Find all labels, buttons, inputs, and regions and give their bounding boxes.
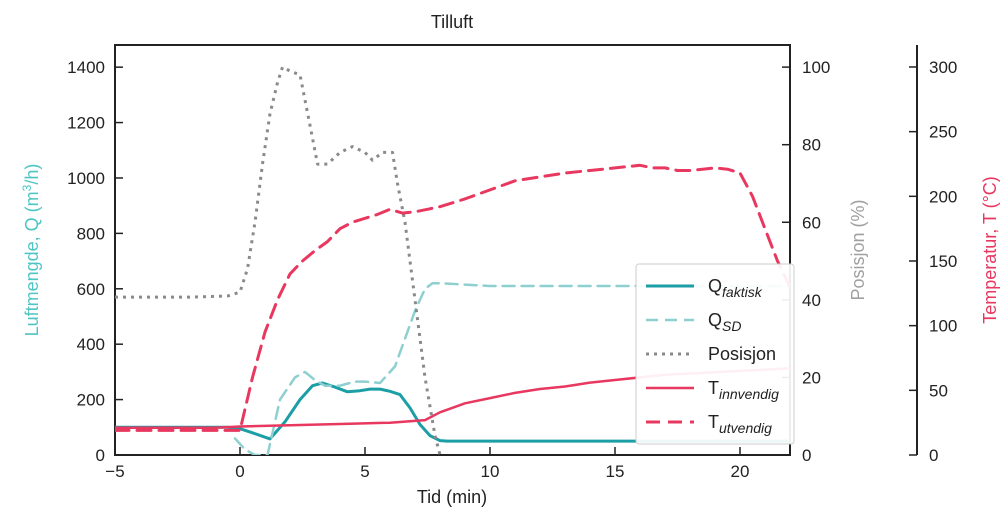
q-tick-label: 1200 [67, 114, 105, 133]
temperature-tick-label: 50 [929, 381, 948, 400]
position-tick-label: 20 [802, 368, 821, 387]
temperature-tick-label: 0 [929, 446, 938, 465]
q-tick-label: 0 [96, 446, 105, 465]
q-tick-label: 800 [77, 224, 105, 243]
chart-title: Tilluft [431, 12, 473, 32]
q-axis: 0 200 400 600 800 1000 1200 1400 [67, 58, 123, 465]
plot-area [114, 44, 791, 456]
x-tick-label: −5 [105, 462, 124, 481]
temperature-tick-label: 300 [929, 58, 957, 77]
temperature-tick-label: 250 [929, 123, 957, 142]
position-tick-label: 80 [802, 136, 821, 155]
temperature-axis-title: Temperatur, T (°C) [980, 176, 1000, 324]
q-tick-label: 1000 [67, 169, 105, 188]
position-tick-label: 60 [802, 213, 821, 232]
legend-label-q_faktisk: Qfaktisk [708, 276, 763, 300]
series-q_faktisk [115, 381, 790, 443]
position-axis: 0 20 40 60 80 100 [782, 58, 830, 465]
q-tick-label: 200 [77, 391, 105, 410]
x-tick-label: 0 [235, 462, 244, 481]
series-group [115, 65, 790, 455]
series-t_utvendig [115, 163, 790, 432]
legend-label-t_innvendig: Tinnvendig [708, 378, 779, 402]
temperature-tick-label: 200 [929, 187, 957, 206]
legend-box [635, 263, 795, 445]
position-tick-label: 40 [802, 291, 821, 310]
legend: Qfaktisk QSD Posisjon Tinnvendig Tutvendig [635, 263, 795, 445]
q-tick-label: 1400 [67, 58, 105, 77]
x-tick-label: 10 [481, 462, 500, 481]
q-tick-label: 600 [77, 280, 105, 299]
legend-label-t_utvendig: Tutvendig [708, 412, 772, 436]
q-tick-label: 400 [77, 335, 105, 354]
series-posisjon [115, 65, 442, 455]
x-axis-title: Tid (min) [417, 487, 487, 507]
legend-label-posisjon: Posisjon [708, 344, 776, 364]
temperature-tick-label: 100 [929, 317, 957, 336]
x-tick-label: 20 [731, 462, 750, 481]
series-q_sd [233, 281, 790, 455]
temperature-tick-label: 150 [929, 252, 957, 271]
q-axis-title: Luftmengde, Q (m3/h) [20, 164, 42, 337]
legend-label-q_sd: QSD [708, 310, 741, 334]
position-tick-label: 0 [802, 446, 811, 465]
position-tick-label: 100 [802, 58, 830, 77]
temperature-axis: 0 50 100 150 200 250 300 [909, 45, 957, 465]
x-tick-label: 15 [606, 462, 625, 481]
x-tick-label: 5 [360, 462, 369, 481]
x-axis: −5 0 5 10 15 20 [105, 447, 749, 481]
position-axis-title: Posisjon (%) [848, 199, 868, 300]
